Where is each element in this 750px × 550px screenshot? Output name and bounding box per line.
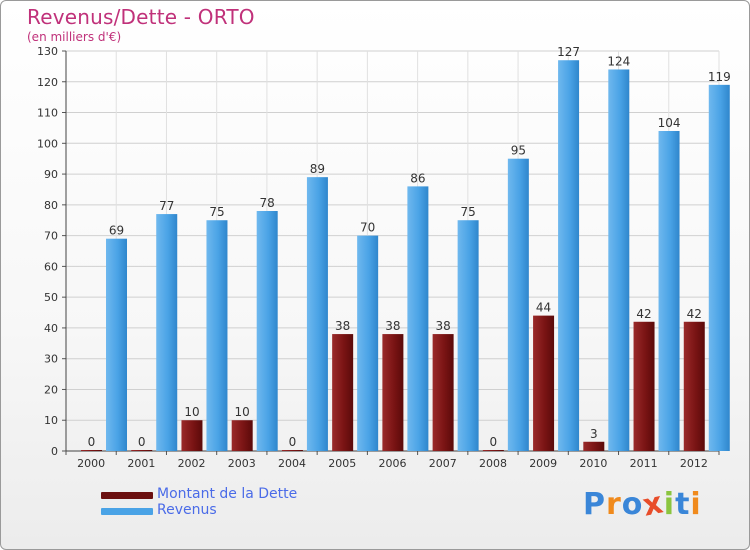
bar-revenus-2005 bbox=[357, 235, 379, 451]
data-label-dette: 0 bbox=[289, 435, 297, 449]
data-label-revenus: 89 bbox=[310, 162, 325, 176]
data-label-revenus: 75 bbox=[209, 205, 224, 219]
bar-dette-2005 bbox=[332, 334, 354, 451]
data-label-revenus: 119 bbox=[708, 70, 731, 84]
bar-revenus-2002 bbox=[206, 220, 228, 451]
data-label-dette: 42 bbox=[687, 307, 702, 321]
legend-swatch-revenus bbox=[101, 508, 153, 515]
data-labels: 0 69 0 77 10 75 10 78 0 89 38 70 38 86 38 75 0 95 44 127 3 12… bbox=[88, 45, 731, 449]
bar-dette-2004 bbox=[281, 450, 303, 451]
x-tick-label: 2007 bbox=[429, 457, 457, 470]
x-tick-label: 2005 bbox=[328, 457, 356, 470]
chart-title: Revenus/Dette - ORTO bbox=[27, 5, 255, 29]
data-label-dette: 38 bbox=[435, 319, 450, 333]
logo-letter: i bbox=[663, 487, 676, 522]
legend-swatch-dette bbox=[101, 492, 153, 499]
logo-letter: o bbox=[621, 487, 644, 522]
y-tick-label: 110 bbox=[37, 107, 58, 120]
y-tick-label: 0 bbox=[51, 445, 58, 458]
bar-revenus-2011 bbox=[658, 131, 680, 451]
x-tick-label: 2009 bbox=[529, 457, 557, 470]
data-label-dette: 38 bbox=[385, 319, 400, 333]
data-label-revenus: 124 bbox=[607, 54, 630, 68]
y-tick-label: 30 bbox=[44, 353, 58, 366]
y-tick-label: 80 bbox=[44, 199, 58, 212]
bar-revenus-2006 bbox=[407, 186, 429, 451]
data-label-dette: 44 bbox=[536, 301, 551, 315]
y-tick-label: 20 bbox=[44, 383, 58, 396]
data-label-revenus: 75 bbox=[460, 205, 475, 219]
x-tick-label: 2012 bbox=[680, 457, 708, 470]
x-tick-label: 2010 bbox=[579, 457, 607, 470]
data-label-revenus: 104 bbox=[658, 116, 681, 130]
legend-label-dette: Montant de la Dette bbox=[157, 486, 298, 502]
y-tick-label: 120 bbox=[37, 76, 58, 89]
bar-dette-2000 bbox=[81, 450, 102, 451]
y-tick-label: 100 bbox=[37, 137, 58, 150]
data-label-dette: 38 bbox=[335, 319, 350, 333]
chart-subtitle: (en milliers d'€) bbox=[27, 30, 122, 44]
data-label-dette: 0 bbox=[490, 435, 498, 449]
data-label-revenus: 86 bbox=[410, 171, 425, 185]
data-label-dette: 3 bbox=[590, 427, 598, 441]
bar-dette-2007 bbox=[432, 334, 454, 451]
data-label-revenus: 69 bbox=[109, 224, 124, 238]
data-label-revenus: 77 bbox=[159, 199, 174, 213]
x-tick-label: 2003 bbox=[228, 457, 256, 470]
bar-dette-2009 bbox=[533, 315, 555, 451]
bar-dette-2001 bbox=[131, 450, 153, 451]
bar-dette-2008 bbox=[482, 450, 504, 451]
data-label-dette: 42 bbox=[636, 307, 651, 321]
y-tick-label: 130 bbox=[37, 45, 58, 58]
bar-dette-2002 bbox=[181, 420, 203, 451]
x-tick-label: 2000 bbox=[77, 457, 105, 470]
bar-revenus-2003 bbox=[256, 211, 278, 451]
bar-dette-2006 bbox=[382, 334, 404, 451]
data-label-dette: 10 bbox=[235, 405, 250, 419]
bar-revenus-2007 bbox=[457, 220, 479, 451]
bar-dette-2010 bbox=[583, 441, 605, 451]
data-label-dette: 0 bbox=[88, 435, 96, 449]
data-label-revenus: 78 bbox=[260, 196, 275, 210]
data-label-dette: 0 bbox=[138, 435, 146, 449]
bar-revenus-2009 bbox=[558, 60, 580, 451]
bars bbox=[81, 60, 730, 451]
logo-letter: r bbox=[606, 487, 622, 522]
x-tick-label: 2004 bbox=[278, 457, 306, 470]
y-tick-label: 50 bbox=[44, 291, 58, 304]
y-tick-label: 10 bbox=[44, 414, 58, 427]
logo-letter: t bbox=[675, 487, 691, 522]
bar-revenus-2001 bbox=[156, 214, 178, 451]
logo-letter: i bbox=[690, 487, 702, 522]
legend-label-revenus: Revenus bbox=[157, 502, 217, 518]
y-tick-label: 90 bbox=[44, 168, 58, 181]
bar-revenus-2010 bbox=[608, 69, 630, 451]
logo-letter: P bbox=[583, 487, 606, 522]
y-tick-label: 70 bbox=[44, 230, 58, 243]
bar-revenus-2004 bbox=[306, 177, 328, 451]
bar-dette-2003 bbox=[231, 420, 253, 451]
y-tick-label: 40 bbox=[44, 322, 58, 335]
data-label-revenus: 70 bbox=[360, 221, 375, 235]
bar-revenus-2000 bbox=[106, 238, 127, 451]
data-label-revenus: 95 bbox=[511, 144, 526, 158]
x-tick-label: 2011 bbox=[630, 457, 658, 470]
data-label-revenus: 127 bbox=[557, 45, 580, 59]
x-tick-label: 2008 bbox=[479, 457, 507, 470]
proxiti-logo: Proxiti bbox=[583, 485, 702, 523]
bar-dette-2012 bbox=[683, 321, 705, 451]
bar-revenus-2008 bbox=[507, 158, 529, 451]
x-tick-label: 2002 bbox=[178, 457, 206, 470]
x-tick-label: 2001 bbox=[127, 457, 155, 470]
y-tick-label: 60 bbox=[44, 260, 58, 273]
bar-dette-2011 bbox=[633, 321, 655, 451]
x-tick-label: 2006 bbox=[379, 457, 407, 470]
bar-revenus-2012 bbox=[708, 84, 730, 451]
data-label-dette: 10 bbox=[184, 405, 199, 419]
